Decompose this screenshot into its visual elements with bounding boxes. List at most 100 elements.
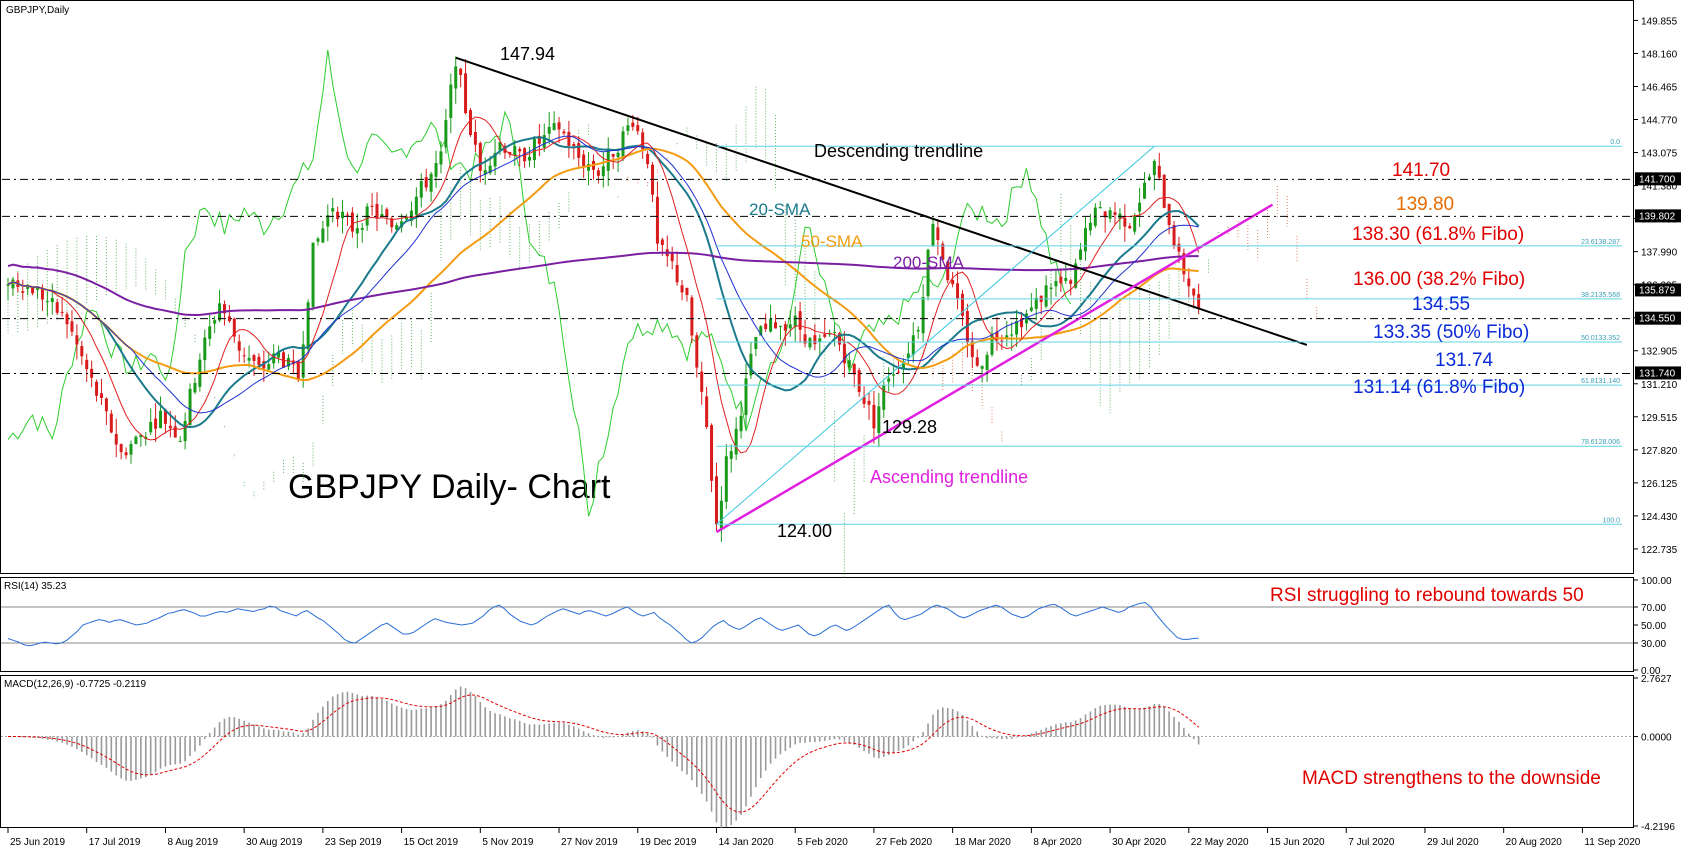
candle-body: [542, 135, 546, 148]
candle-body: [1147, 176, 1151, 180]
candle-body: [85, 359, 89, 370]
candle-body: [621, 131, 625, 157]
candle-body: [1064, 277, 1068, 282]
candle-body: [345, 214, 349, 216]
candle-body: [660, 239, 664, 245]
candle-body: [596, 170, 600, 176]
candle-body: [1029, 307, 1033, 311]
candle-body: [764, 323, 768, 330]
candle-body: [508, 151, 512, 155]
rsi-plot-layer: [1, 601, 1633, 647]
candle-body: [21, 291, 25, 293]
candle-body: [705, 396, 709, 428]
candle-body: [473, 132, 477, 145]
candle-body: [109, 413, 113, 433]
candle-body: [690, 297, 694, 336]
descending-trendline: [455, 56, 1308, 346]
candle-body: [562, 131, 566, 134]
main-y-tick-label: 127.820: [1641, 446, 1678, 457]
axis-price-tag: [1635, 366, 1681, 380]
candle-body: [926, 249, 930, 297]
main-y-tick-label: 146.465: [1641, 82, 1678, 93]
candle-body: [159, 410, 163, 429]
candle-body: [434, 162, 438, 177]
candle-body: [901, 362, 905, 370]
candle-body: [719, 500, 723, 529]
candle-body: [173, 426, 177, 438]
axis-price-tag: [1635, 311, 1681, 325]
candle-body: [960, 293, 964, 316]
candle-body: [631, 122, 635, 127]
candle-body: [232, 318, 236, 337]
candle-body: [655, 196, 659, 244]
candle-body: [1083, 228, 1087, 252]
fibo-small-label: 78.6128.006: [1581, 439, 1620, 446]
macd-plot-layer: [1, 686, 1633, 828]
x-tick-label: 30 Aug 2019: [246, 837, 303, 848]
candle-body: [1113, 212, 1117, 215]
chart-annotation: 147.94: [500, 44, 555, 64]
candle-body: [872, 404, 876, 429]
candle-body: [601, 166, 605, 177]
level-annotation: 136.00 (38.2% Fibo): [1353, 269, 1525, 290]
candle-body: [1059, 276, 1063, 284]
axis-price-tag-label: 131.740: [1639, 368, 1676, 379]
candle-body: [213, 320, 217, 324]
candle-body: [1044, 285, 1048, 307]
x-tick-label: 8 Apr 2020: [1033, 837, 1082, 848]
x-tick-label: 27 Nov 2019: [561, 837, 618, 848]
level-annotation: 138.30 (61.8% Fibo): [1352, 224, 1524, 245]
candle-body: [931, 223, 935, 247]
axis-price-tag: [1635, 172, 1681, 186]
macd-y-tick-label: 0.0000: [1641, 733, 1672, 744]
candle-body: [1177, 243, 1181, 252]
candle-body: [350, 212, 354, 232]
candle-body: [40, 287, 44, 300]
main-y-tick-label: 122.735: [1641, 545, 1678, 556]
level-annotation: 133.35 (50% Fibo): [1373, 322, 1529, 343]
chart-annotation: 20-SMA: [749, 200, 811, 219]
candle-body: [867, 400, 871, 405]
candle-body: [247, 357, 251, 361]
candle-body: [6, 284, 10, 286]
candle-body: [385, 209, 389, 218]
candle-body: [222, 304, 226, 314]
axis-price-tag-label: 135.879: [1639, 285, 1676, 296]
candle-body: [11, 279, 15, 289]
candle-body: [552, 123, 556, 131]
macd-y-tick-label: 2.7627: [1641, 674, 1672, 685]
candle-body: [906, 353, 910, 359]
fibo-small-label: 38.2135.568: [1581, 292, 1620, 299]
candle-body: [488, 165, 492, 174]
level-annotation: 139.80: [1396, 194, 1454, 215]
main-y-tick-label: 148.160: [1641, 49, 1678, 60]
candle-body: [587, 164, 591, 171]
candle-body: [1034, 297, 1038, 309]
candle-body: [946, 261, 950, 281]
main-y-tick-label: 149.855: [1641, 16, 1678, 27]
candle-body: [951, 280, 955, 285]
x-tick-label: 15 Oct 2019: [404, 837, 459, 848]
rsi-y-tick-label: 100.00: [1641, 576, 1672, 587]
rsi-label: RSI(14) 35.23: [4, 581, 67, 592]
chart-annotation: 50-SMA: [801, 232, 863, 251]
candle-body: [813, 335, 817, 345]
chart-title: GBPJPY Daily- Chart: [288, 468, 611, 506]
x-tick-label: 25 Jun 2019: [10, 837, 65, 848]
macd-signal-line: [7, 694, 1199, 813]
fibo-small-label: 50.0133.352: [1581, 335, 1620, 342]
x-tick-label: 7 Jul 2020: [1348, 837, 1395, 848]
candle-body: [842, 343, 846, 364]
candle-body: [1005, 335, 1009, 339]
candle-body: [936, 227, 940, 240]
candle-body: [1143, 182, 1147, 199]
candle-body: [336, 211, 340, 220]
candle-body: [90, 368, 94, 378]
candle-body: [862, 396, 866, 404]
candle-body: [783, 324, 787, 331]
x-tick-label: 17 Jul 2019: [89, 837, 141, 848]
candle-body: [1049, 287, 1053, 290]
candle-body: [188, 388, 192, 425]
candle-body: [793, 315, 797, 327]
candle-body: [267, 364, 271, 370]
